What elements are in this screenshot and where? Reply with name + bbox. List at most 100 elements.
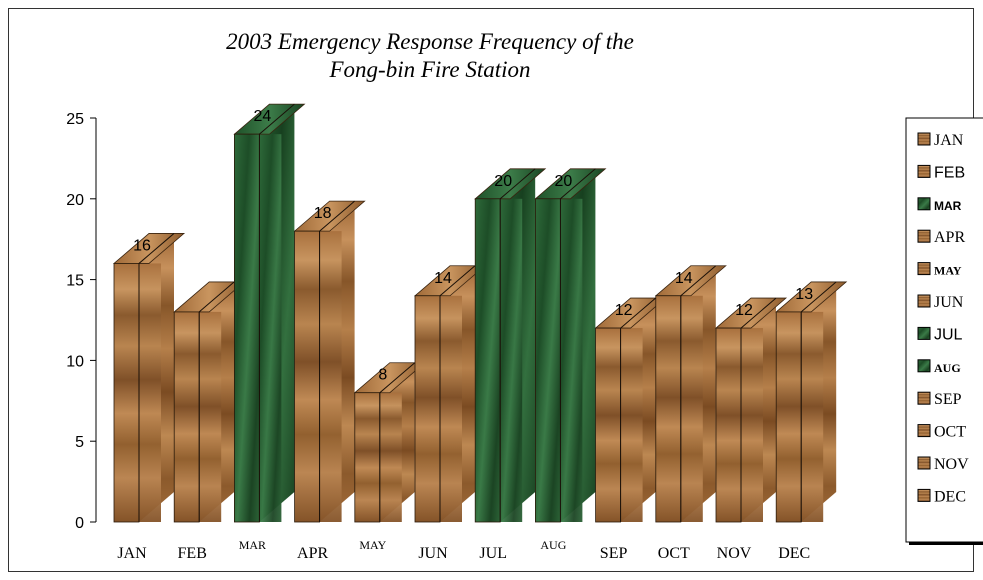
legend-label: DEC — [934, 488, 966, 505]
legend-swatch — [917, 164, 931, 178]
bar-front-face — [414, 295, 441, 523]
bar-inner-face — [680, 295, 703, 522]
legend-swatch — [917, 391, 931, 405]
bar-edge — [740, 297, 777, 329]
bar-edge — [259, 103, 295, 135]
bar-jul: 20 — [474, 168, 547, 523]
data-label: 20 — [494, 173, 512, 190]
legend-swatch — [917, 359, 931, 373]
legend-label: JUL — [934, 326, 963, 343]
x-tick-label: OCT — [658, 545, 690, 562]
bar-edge — [560, 168, 596, 200]
legend-label: APR — [934, 229, 965, 246]
x-tick-label: JUN — [418, 545, 448, 562]
bar-front-face — [535, 198, 561, 523]
bar-apr: 18 — [293, 200, 366, 523]
bar-jun: 14 — [413, 265, 487, 523]
legend-item-aug: AUG — [917, 359, 961, 375]
bar-edge — [439, 265, 476, 297]
x-tick-labels: JAN FEB MAR APR MAY JUN JUL AUG SEP OCT NOV DEC — [117, 538, 810, 562]
bar-inner-face — [801, 311, 824, 522]
bar-inner-face — [379, 392, 402, 522]
bar-edge — [379, 362, 416, 394]
bar-inner-face — [620, 328, 643, 522]
legend-item-may: MAY — [917, 262, 962, 278]
data-label: 12 — [615, 302, 633, 319]
bars-group: 16 24 18 8 14 20 20 12 14 12 13 — [112, 103, 848, 523]
data-label: 20 — [555, 173, 573, 190]
legend-swatch — [917, 132, 931, 146]
x-tick-label: NOV — [717, 545, 752, 562]
bar-dec: 13 — [775, 281, 848, 523]
bar-front-face — [354, 392, 381, 523]
legend-item-apr: APR — [917, 229, 965, 246]
bar-edge — [138, 233, 175, 264]
bar-front-face — [294, 230, 321, 523]
chart-title: 2003 Emergency Response Frequency of the… — [180, 28, 680, 84]
bar-edge — [680, 265, 717, 297]
legend-item-jan: JAN — [917, 132, 964, 149]
bar-front-face — [595, 327, 621, 523]
bar-front-face — [173, 311, 200, 523]
bar-edge — [319, 200, 355, 232]
data-label: 8 — [378, 367, 387, 384]
legend-label: JAN — [934, 132, 964, 149]
y-tick-label: 10 — [66, 353, 84, 370]
legend-item-sep: SEP — [917, 391, 962, 408]
legend-label: MAY — [934, 264, 962, 278]
legend-swatch — [917, 294, 931, 308]
data-label: 24 — [254, 108, 272, 125]
x-tick-label: MAR — [239, 538, 266, 552]
bar-edge — [499, 168, 536, 200]
bar-front-face — [233, 133, 260, 523]
legend-swatch — [917, 262, 931, 276]
legend-label: NOV — [934, 456, 969, 473]
y-axis: 0 5 10 15 20 25 — [66, 111, 97, 532]
bar-inner-face — [560, 198, 583, 523]
bar-may: 8 — [353, 362, 426, 523]
y-tick-label: 25 — [66, 111, 84, 128]
legend-swatch — [917, 229, 931, 243]
bar-feb — [173, 281, 246, 523]
y-tick-label: 15 — [66, 273, 84, 290]
legend-item-jul: JUL — [917, 326, 963, 343]
chart-title-line2: Fong-bin Fire Station — [329, 57, 531, 82]
bar-edge — [198, 281, 235, 313]
bar-inner-face — [319, 231, 342, 522]
data-label: 14 — [434, 270, 452, 287]
bar-inner-face — [440, 295, 462, 522]
legend-swatch — [917, 424, 931, 438]
data-label: 13 — [795, 286, 813, 303]
x-tick-label: MAY — [359, 538, 386, 552]
bar-front-face — [715, 327, 742, 523]
x-tick-label: FEB — [178, 545, 207, 562]
legend: JAN FEB MAR APR MAY JUN JUL AUG SEP OCT NOV DEC — [905, 117, 983, 545]
legend-label: SEP — [934, 391, 962, 408]
legend-item-mar: MAR — [917, 197, 962, 213]
bar-mar: 24 — [233, 103, 306, 523]
bar-nov: 12 — [714, 297, 788, 523]
data-label: 14 — [675, 270, 693, 287]
bar-sep: 12 — [594, 297, 667, 523]
x-tick-label: AUG — [540, 538, 566, 552]
legend-item-dec: DEC — [917, 488, 966, 505]
bar-front-face — [655, 295, 682, 523]
y-tick-label: 0 — [75, 515, 84, 532]
legend-swatch — [917, 326, 931, 340]
legend-item-jun: JUN — [917, 294, 964, 311]
bar-aug: 20 — [534, 168, 607, 523]
bar-jan: 16 — [112, 233, 186, 523]
x-tick-label: JUL — [479, 545, 507, 562]
bar-inner-face — [199, 311, 222, 522]
data-label: 18 — [314, 205, 332, 222]
bar-edge — [620, 297, 656, 329]
legend-swatch — [917, 488, 931, 502]
x-tick-label: DEC — [778, 545, 810, 562]
bar-inner-face — [500, 198, 523, 523]
bar-inner-face — [741, 328, 763, 522]
chart-title-line1: 2003 Emergency Response Frequency of the — [226, 29, 634, 54]
x-tick-label: JAN — [117, 545, 147, 562]
legend-label: FEB — [934, 164, 965, 181]
legend-label: JUN — [934, 294, 964, 311]
